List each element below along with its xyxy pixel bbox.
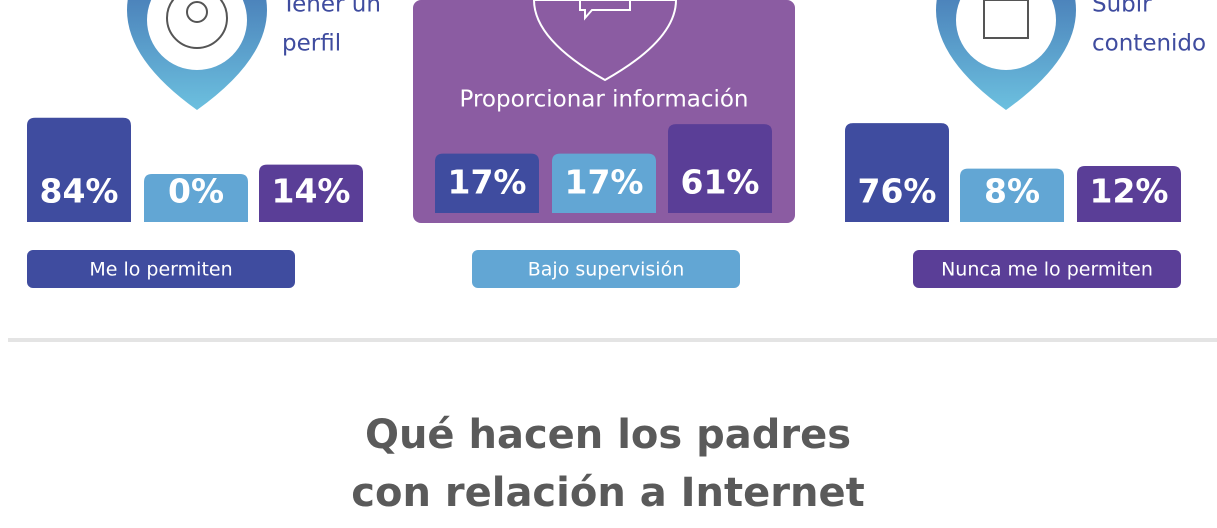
value-label: 17%: [448, 163, 527, 202]
value-label: 84%: [40, 172, 119, 211]
legend-label: Bajo supervisión: [528, 259, 685, 281]
value-label: 0%: [168, 172, 224, 211]
category-label: Tener un: [281, 0, 381, 18]
value-label: 8%: [984, 172, 1040, 211]
bar: [845, 123, 949, 222]
bar: [668, 124, 772, 213]
pin-icon: [532, 0, 678, 82]
pin-icon: [127, 0, 267, 110]
heading: con relación a Internet: [351, 470, 864, 516]
value-label: 12%: [1090, 172, 1169, 211]
legend-swatch: [27, 250, 295, 288]
value-label: 61%: [681, 163, 760, 202]
category-label: perfil: [282, 31, 341, 57]
pin-icon: [936, 0, 1076, 110]
bar: [960, 168, 1064, 222]
bar: [1077, 165, 1181, 222]
category-label: Subir: [1092, 0, 1152, 18]
bar: [435, 153, 539, 213]
bar: [27, 117, 131, 222]
legend-label: Nunca me lo permiten: [941, 259, 1153, 281]
legend-swatch: [472, 250, 740, 288]
bar: [259, 164, 363, 222]
category-label: Proporcionar información: [459, 87, 748, 113]
heading: Qué hacen los padres: [365, 412, 851, 458]
legend-label: Me lo permiten: [89, 259, 232, 281]
legend-swatch: [913, 250, 1181, 288]
value-label: 17%: [565, 163, 644, 202]
value-label: 76%: [858, 172, 937, 211]
bar: [552, 153, 656, 213]
value-label: 14%: [272, 172, 351, 211]
category-label: contenido: [1092, 31, 1206, 57]
bar: [144, 174, 248, 222]
